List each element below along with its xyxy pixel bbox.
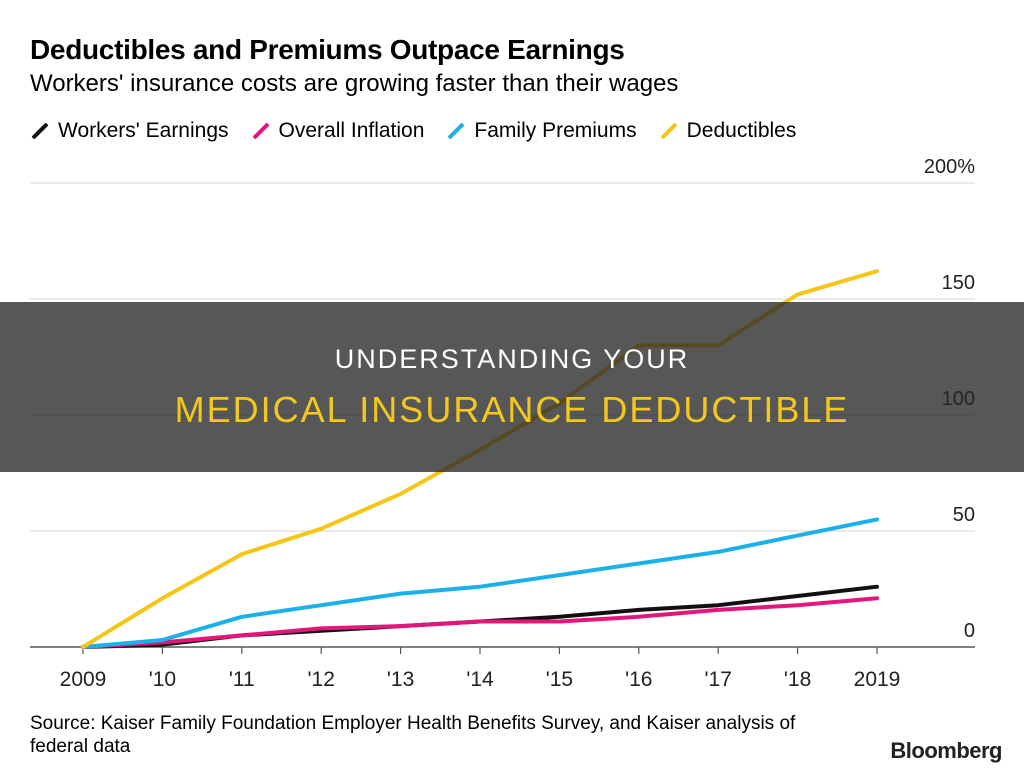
headline-line-2: MEDICAL INSURANCE DEDUCTIBLE xyxy=(174,388,850,430)
legend-item: Workers' Earnings xyxy=(30,119,229,143)
x-tick-label: '18 xyxy=(784,668,811,691)
legend-label: Workers' Earnings xyxy=(58,119,229,142)
brand-logo: Bloomberg xyxy=(890,738,1002,763)
x-tick-labels: 2009 '10 '11 '12 '13 '14 '15 '16 '17 '18 2019 xyxy=(60,647,901,691)
chart-subtitle: Workers' insurance costs are growing fas… xyxy=(30,70,679,97)
x-tick-label: '17 xyxy=(705,668,732,691)
headline-banner: UNDERSTANDING YOUR MEDICAL INSURANCE DED… xyxy=(0,302,1024,472)
legend-label: Overall Inflation xyxy=(278,119,425,142)
x-tick-label: '14 xyxy=(466,668,494,691)
series-line-1 xyxy=(81,596,879,649)
legend-item: Family Premiums xyxy=(446,119,637,143)
chart-title: Deductibles and Premiums Outpace Earning… xyxy=(30,34,625,65)
x-tick-label: 2019 xyxy=(854,668,901,691)
legend-item: Deductibles xyxy=(659,119,797,143)
x-tick-label: '10 xyxy=(149,668,176,691)
legend-item: Overall Inflation xyxy=(251,119,425,143)
legend-label: Family Premiums xyxy=(474,119,637,142)
x-tick-label: '15 xyxy=(546,668,573,691)
headline-line-1: UNDERSTANDING YOUR xyxy=(334,343,690,374)
y-tick-label: 200% xyxy=(924,156,975,178)
x-tick-label: 2009 xyxy=(60,668,107,691)
x-tick-label: '12 xyxy=(308,668,335,691)
y-tick-label: 150 xyxy=(942,272,975,294)
x-tick-label: '16 xyxy=(625,668,652,691)
x-tick-label: '11 xyxy=(229,668,255,691)
legend-label: Deductibles xyxy=(686,119,797,142)
legend: Workers' Earnings Overall Inflation Family… xyxy=(30,118,818,144)
source-note: Source: Kaiser Family Foundation Employe… xyxy=(30,713,796,757)
series-line-2 xyxy=(81,517,879,649)
y-tick-label: 50 xyxy=(953,504,975,526)
x-tick-label: '13 xyxy=(387,668,414,691)
y-tick-label: 0 xyxy=(964,620,975,642)
